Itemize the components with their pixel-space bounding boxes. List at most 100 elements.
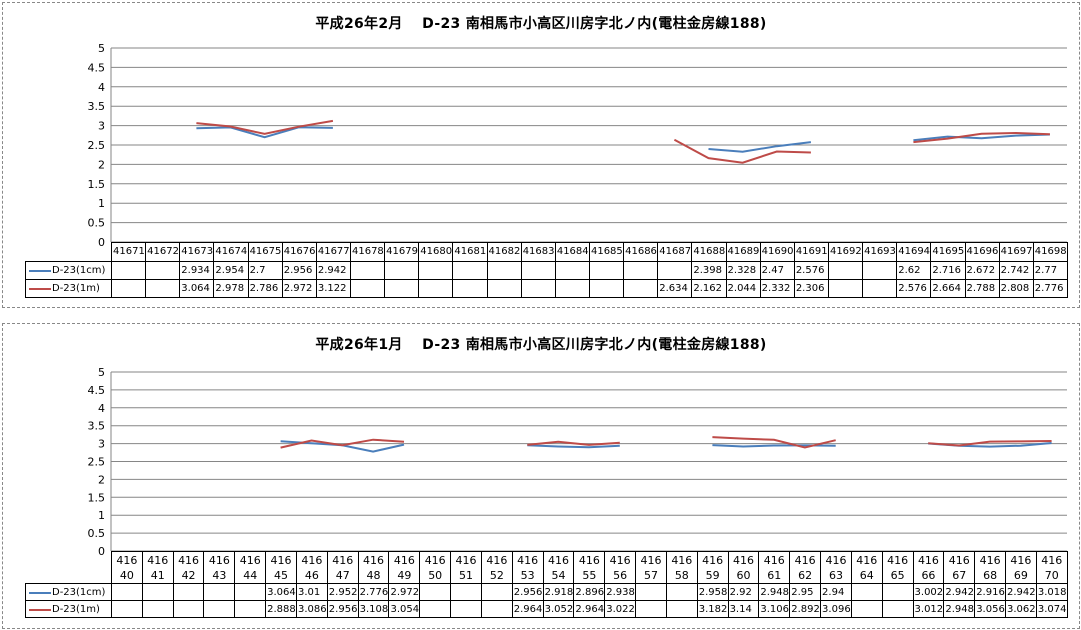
data-label: [384, 261, 420, 280]
data-label: 2.47: [759, 261, 795, 280]
y-tick-label: 4: [98, 81, 105, 94]
y-tick-label: 0.5: [88, 527, 106, 540]
data-label: 2.972: [388, 583, 421, 601]
data-label: [665, 600, 698, 618]
data-label: 2.576: [793, 261, 829, 280]
legend-entry: D-23(1cm): [25, 261, 112, 280]
data-label: 3.054: [388, 600, 421, 618]
x-tick-label: 41694: [896, 242, 932, 262]
data-label: 3.182: [696, 600, 729, 618]
data-label: 3.052: [542, 600, 575, 618]
x-tick-label: 41677: [315, 242, 351, 262]
data-label: 2.956: [511, 583, 544, 601]
legend-swatch-icon: [29, 609, 51, 611]
table-corner: [26, 243, 112, 262]
data-label: 2.634: [657, 279, 693, 298]
x-tick-label: 41675: [247, 242, 283, 262]
data-label: 2.892: [789, 600, 822, 618]
data-label: 2.942: [315, 261, 351, 280]
data-label: [486, 261, 522, 280]
data-label: 2.77: [1032, 261, 1068, 280]
x-tick-label: 41668: [974, 551, 1007, 584]
x-tick-label: 41686: [623, 242, 659, 262]
x-tick-label: 41647: [326, 551, 359, 584]
data-label: [234, 600, 267, 618]
data-label: [881, 583, 914, 601]
x-tick-label: 41676: [281, 242, 317, 262]
series-line-segment: [527, 440, 620, 446]
x-tick-label: 41669: [1005, 551, 1037, 584]
data-label: 2.672: [964, 261, 1000, 280]
data-label: [881, 600, 914, 618]
x-tick-label: 41691: [793, 242, 829, 262]
data-label: 2.716: [930, 261, 966, 280]
x-tick-label: 41671: [110, 242, 147, 262]
x-tick-label: 41645: [265, 551, 297, 584]
x-tick-label: 41683: [520, 242, 556, 262]
x-tick-label: 41650: [419, 551, 452, 584]
x-tick-label: 41649: [388, 551, 421, 584]
series-line-segment: [527, 444, 620, 449]
data-label: 2.332: [759, 279, 795, 298]
data-label: [418, 261, 454, 280]
data-label: 2.808: [998, 279, 1034, 298]
y-tick-label: 3: [98, 438, 105, 451]
data-label: [850, 600, 883, 618]
data-label: [203, 583, 236, 601]
data-label: [419, 600, 452, 618]
data-label: 3.056: [974, 600, 1007, 618]
x-tick-label: 41667: [943, 551, 976, 584]
x-tick-label: 41643: [203, 551, 236, 584]
data-label: 3.064: [265, 583, 297, 601]
data-label: [480, 600, 513, 618]
data-label: 2.964: [511, 600, 544, 618]
data-label: 3.086: [295, 600, 328, 618]
x-tick-label: 41679: [384, 242, 420, 262]
data-label: [862, 261, 898, 280]
data-label: [234, 583, 267, 601]
series-line-segment: [196, 119, 334, 135]
series-line-segment: [928, 440, 1052, 447]
x-tick-label: 41690: [759, 242, 795, 262]
y-tick-label: 4.5: [88, 384, 106, 397]
y-tick-label: 2: [98, 473, 105, 486]
x-tick-label: 41666: [912, 551, 945, 584]
data-label: 2.94: [820, 583, 852, 601]
x-tick-label: 41660: [727, 551, 760, 584]
data-label: 2.664: [930, 279, 966, 298]
chart-title: 平成26年1月 D-23 南相馬市小高区川房字北ノ内(電柱金房線188): [315, 337, 767, 353]
data-label: 2.934: [179, 261, 215, 280]
legend-entry: D-23(1m): [25, 600, 112, 618]
data-label: 3.012: [912, 600, 945, 618]
x-tick-label: 41665: [881, 551, 914, 584]
chart-panel-jan: 平成26年1月 D-23 南相馬市小高区川房字北ノ内(電柱金房線188) 0 0.…: [2, 323, 1080, 629]
data-label: [141, 600, 174, 618]
x-tick-label: 41672: [145, 242, 181, 262]
y-tick-label: 3.5: [88, 100, 106, 113]
table-row: D-23(1cm) 2.934 2.954 2.7 2.956 2.942 2.398 2.3…: [25, 261, 1068, 280]
chart-panel-feb: 平成26年2月 D-23 南相馬市小高区川房字北ノ内(電柱金房線188) 0 0.…: [2, 2, 1080, 308]
x-tick-label: 41662: [789, 551, 822, 584]
x-tick-label: 41656: [604, 551, 637, 584]
data-label: 2.92: [727, 583, 760, 601]
data-label: [554, 261, 590, 280]
data-label: 2.918: [542, 583, 575, 601]
x-tick-label: 41681: [452, 242, 488, 262]
legend-label: D-23(1m): [52, 283, 100, 294]
data-table-jan: 41640 41641 41642 41643 41644 41645 41646 41647…: [25, 551, 1068, 618]
data-label: [827, 279, 864, 298]
y-tick-label: 1: [98, 509, 105, 522]
data-label: [172, 583, 205, 601]
x-tick-label: 41692: [827, 242, 864, 262]
data-label: 2.398: [691, 261, 727, 280]
data-label: 2.788: [964, 279, 1000, 298]
data-label: [486, 279, 522, 298]
data-label: 3.01: [295, 583, 328, 601]
x-tick-label: 41651: [450, 551, 482, 584]
y-tick-label: 1.5: [88, 178, 106, 191]
x-tick-label: 41674: [213, 242, 249, 262]
series-line-segment: [673, 138, 811, 164]
data-label: [419, 583, 452, 601]
y-tick-label: 5: [98, 42, 105, 55]
x-tick-label: 41693: [862, 242, 898, 262]
